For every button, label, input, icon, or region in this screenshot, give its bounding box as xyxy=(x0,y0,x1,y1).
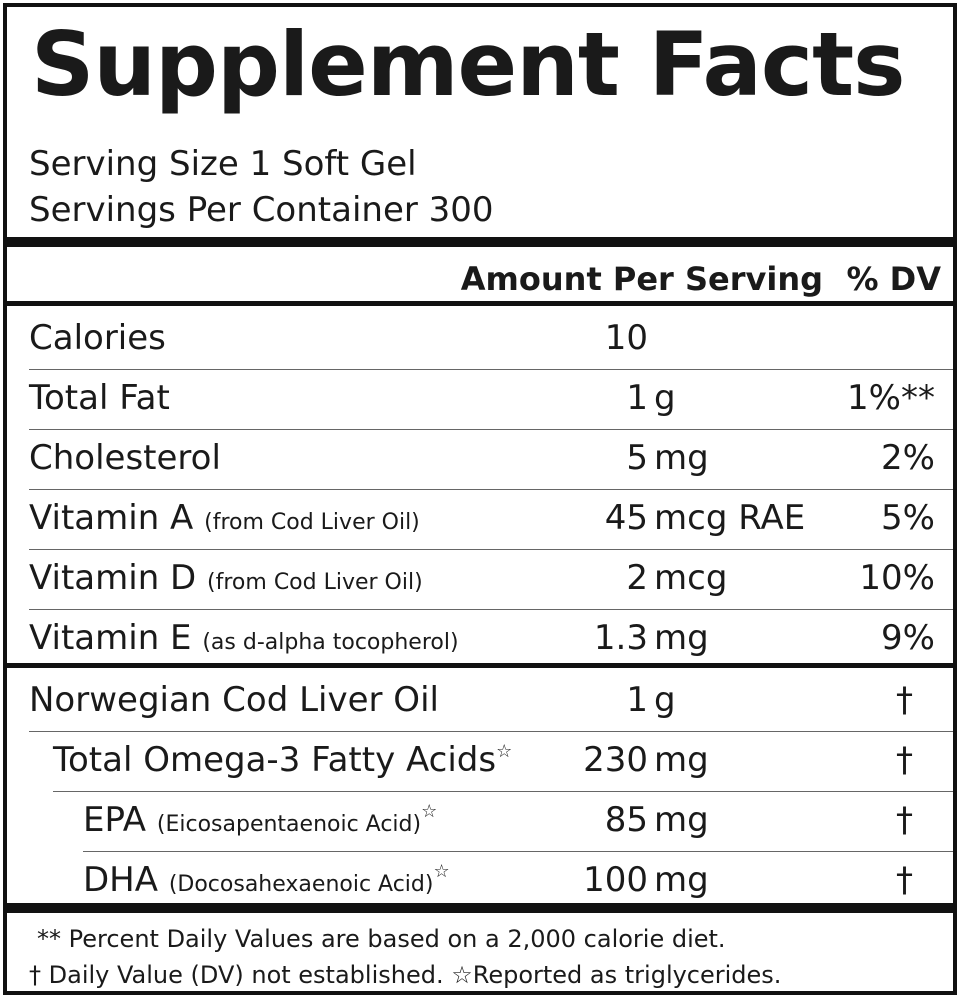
footnote-dv-basis: ** Percent Daily Values are based on a 2… xyxy=(37,925,726,953)
nutrient-name: Total Fat xyxy=(29,378,170,418)
nutrient-note: (as d-alpha tocopherol) xyxy=(202,630,459,655)
nutrient-note: (from Cod Liver Oil) xyxy=(204,510,420,535)
nutrient-unit: g xyxy=(654,378,676,418)
ingredient-unit: g xyxy=(654,680,676,720)
nutrient-row-vitamin-d: Vitamin D (from Cod Liver Oil) 2 mcg 10% xyxy=(29,549,953,610)
supplement-facts-panel: Supplement Facts Serving Size 1 Soft Gel… xyxy=(3,3,957,995)
nutrient-amount: 10 xyxy=(604,318,648,358)
nutrient-note: (from Cod Liver Oil) xyxy=(207,570,423,595)
ingredient-amount: 230 xyxy=(583,740,648,780)
nutrient-row-total-fat: Total Fat 1 g 1%** xyxy=(29,369,953,430)
ingredient-name: EPA (Eicosapentaenoic Acid)☆ xyxy=(83,800,438,840)
nutrient-dv: 2% xyxy=(881,438,935,478)
ingredient-name: Norwegian Cod Liver Oil xyxy=(29,680,439,720)
divider-thick xyxy=(7,237,953,247)
nutrient-row-vitamin-e: Vitamin E (as d-alpha tocopherol) 1.3 mg… xyxy=(29,609,953,669)
nutrient-amount: 5 xyxy=(626,438,648,478)
nutrient-amount: 2 xyxy=(626,558,648,598)
amount-per-serving-header: Amount Per Serving xyxy=(460,260,823,298)
star-icon: ☆ xyxy=(433,861,450,882)
nutrient-row-calories: Calories 10 xyxy=(29,309,953,370)
ingredient-row-epa: EPA (Eicosapentaenoic Acid)☆ 85 mg † xyxy=(83,791,953,852)
nutrient-dv: 10% xyxy=(859,558,935,598)
ingredient-dv: † xyxy=(896,680,913,720)
nutrient-name: Cholesterol xyxy=(29,438,221,478)
footnote-dv-not-established: † Daily Value (DV) not established. ☆Rep… xyxy=(29,961,782,989)
ingredient-amount: 100 xyxy=(583,860,648,900)
panel-title: Supplement Facts xyxy=(31,13,906,116)
ingredient-unit: mg xyxy=(654,800,709,840)
nutrient-unit: mcg xyxy=(654,558,728,598)
nutrient-dv: 9% xyxy=(881,618,935,658)
ingredient-dv: † xyxy=(896,860,913,900)
nutrient-row-cholesterol: Cholesterol 5 mg 2% xyxy=(29,429,953,490)
ingredient-name: Total Omega-3 Fatty Acids☆ xyxy=(53,740,513,780)
ingredient-dv: † xyxy=(896,740,913,780)
ingredient-unit: mg xyxy=(654,740,709,780)
nutrient-dv: 1%** xyxy=(847,378,935,418)
ingredient-name: DHA (Docosahexaenoic Acid)☆ xyxy=(83,860,450,900)
ingredient-row-dha: DHA (Docosahexaenoic Acid)☆ 100 mg † xyxy=(83,851,953,911)
divider-other xyxy=(7,663,953,668)
nutrient-name: Vitamin A (from Cod Liver Oil) xyxy=(29,498,420,538)
ingredient-unit: mg xyxy=(654,860,709,900)
nutrient-amount: 45 xyxy=(604,498,648,538)
star-icon: ☆ xyxy=(496,741,513,762)
ingredient-row-omega-3: Total Omega-3 Fatty Acids☆ 230 mg † xyxy=(53,731,953,792)
nutrient-name: Vitamin E (as d-alpha tocopherol) xyxy=(29,618,459,658)
dv-header: % DV xyxy=(846,260,941,298)
nutrient-name: Vitamin D (from Cod Liver Oil) xyxy=(29,558,423,598)
nutrient-unit: mg xyxy=(654,618,709,658)
ingredient-amount: 1 xyxy=(626,680,648,720)
nutrient-name: Calories xyxy=(29,318,166,358)
nutrient-dv: 5% xyxy=(881,498,935,538)
serving-size: Serving Size 1 Soft Gel xyxy=(29,144,417,184)
servings-per-container: Servings Per Container 300 xyxy=(29,190,494,230)
nutrient-amount: 1.3 xyxy=(593,618,648,658)
divider-header xyxy=(7,301,953,306)
star-icon: ☆ xyxy=(421,801,438,822)
nutrient-row-vitamin-a: Vitamin A (from Cod Liver Oil) 45 mcg RA… xyxy=(29,489,953,550)
nutrient-unit: mg xyxy=(654,438,709,478)
divider-footer xyxy=(7,903,953,913)
ingredient-note: (Docosahexaenoic Acid) xyxy=(168,872,434,897)
ingredient-amount: 85 xyxy=(604,800,648,840)
ingredient-note: (Eicosapentaenoic Acid) xyxy=(156,812,422,837)
ingredient-row-cod-liver-oil: Norwegian Cod Liver Oil 1 g † xyxy=(29,671,953,732)
nutrient-amount: 1 xyxy=(626,378,648,418)
ingredient-dv: † xyxy=(896,800,913,840)
nutrient-unit: mcg RAE xyxy=(654,498,806,538)
